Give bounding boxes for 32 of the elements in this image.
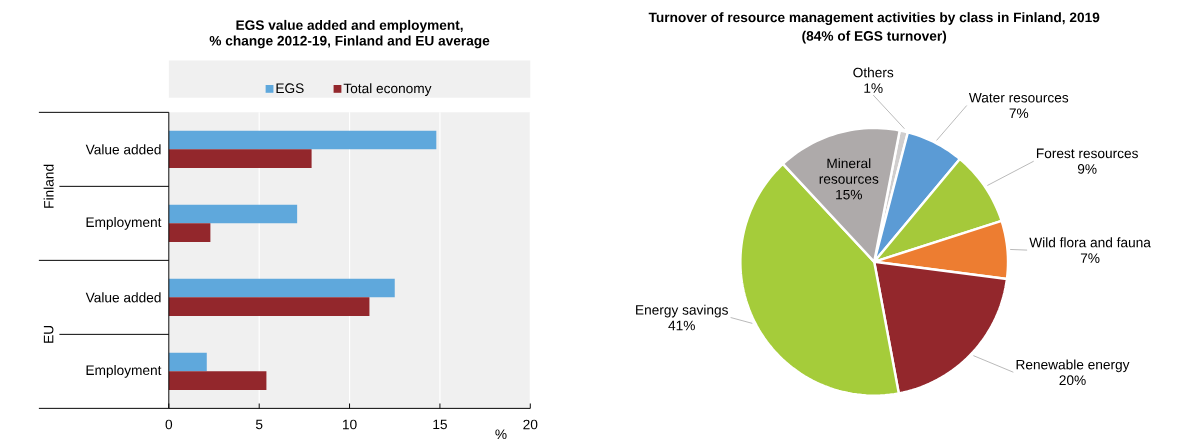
data-label: 1% bbox=[864, 83, 883, 94]
chart-title: EGS value added and employment, bbox=[236, 20, 463, 33]
chart-title: Turnover of resource management activities by class in Finland, 2019 bbox=[648, 12, 1100, 26]
data-label: 7% bbox=[1009, 108, 1029, 119]
slice-label: Mineral resources bbox=[819, 158, 879, 184]
data-label: 15% bbox=[836, 189, 862, 200]
legend-label: EGS bbox=[276, 83, 304, 94]
data-label: 20% bbox=[1059, 375, 1086, 386]
chart-subtitle: % change 2012-19, Finland and EU average bbox=[209, 35, 490, 49]
text: Finland bbox=[43, 165, 54, 208]
data-label: 7% bbox=[1080, 253, 1100, 264]
data-label: 9% bbox=[1077, 164, 1097, 174]
x-tick-label: 0 bbox=[165, 419, 173, 430]
slice-label: Water resources bbox=[968, 93, 1069, 103]
slice-label: Wild flora and fauna bbox=[1029, 237, 1151, 248]
chart-subtitle: (84% of EGS turnover) bbox=[802, 30, 947, 44]
x-axis-title: % bbox=[495, 429, 507, 440]
x-tick-label: 5 bbox=[255, 419, 263, 430]
y-tick-label: Employment bbox=[86, 217, 162, 230]
y-tick-label: Value added bbox=[85, 292, 161, 303]
x-tick-label: 15 bbox=[433, 419, 447, 430]
slice-label: Energy savings bbox=[636, 304, 728, 318]
slice-label: Renewable energy bbox=[1016, 359, 1130, 373]
data-label: 41% bbox=[668, 320, 695, 331]
legend-label: Total economy bbox=[343, 83, 432, 97]
x-tick-label: 10 bbox=[342, 419, 357, 430]
text: EU bbox=[43, 326, 54, 343]
x-tick-label: 20 bbox=[523, 419, 538, 430]
slice-label: Forest resources bbox=[1036, 148, 1138, 159]
y-tick-label: Value added bbox=[85, 144, 161, 155]
slice-label: Others bbox=[853, 67, 894, 78]
y-tick-label: Employment bbox=[86, 365, 162, 378]
